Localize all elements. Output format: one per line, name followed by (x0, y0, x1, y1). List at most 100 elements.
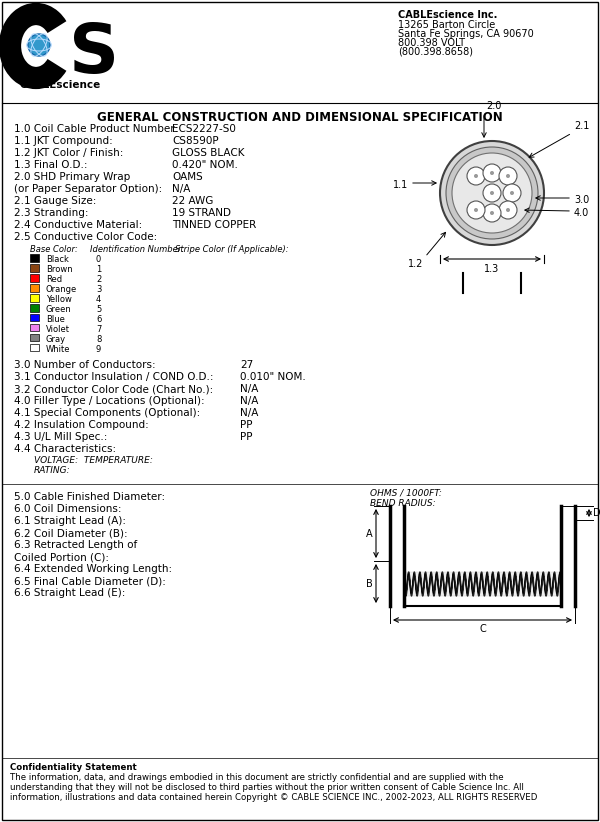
Text: Base Color:: Base Color: (30, 245, 78, 254)
Text: Orange: Orange (46, 284, 77, 293)
Text: The information, data, and drawings embodied in this document are strictly confi: The information, data, and drawings embo… (10, 773, 503, 782)
Text: PP: PP (240, 420, 253, 430)
Bar (30, 334, 39, 341)
Circle shape (490, 211, 494, 215)
Text: 4.2 Insulation Compound:: 4.2 Insulation Compound: (14, 420, 149, 430)
Text: CABLEscience Inc.: CABLEscience Inc. (398, 10, 497, 20)
Text: Brown: Brown (46, 265, 73, 274)
Circle shape (499, 201, 517, 219)
Circle shape (483, 204, 501, 222)
Text: 800.398 VOLT: 800.398 VOLT (398, 38, 465, 48)
Circle shape (503, 184, 521, 202)
Text: ECS2227-S0: ECS2227-S0 (172, 124, 236, 134)
Text: 0.010" NOM.: 0.010" NOM. (240, 372, 306, 382)
Circle shape (510, 191, 514, 195)
Text: 4.1 Special Components (Optional):: 4.1 Special Components (Optional): (14, 408, 200, 418)
Bar (30, 294, 39, 302)
Circle shape (467, 201, 485, 219)
Text: information, illustrations and data contained herein Copyright © CABLE SCIENCE I: information, illustrations and data cont… (10, 793, 538, 802)
Text: Yellow: Yellow (46, 294, 72, 303)
Text: 1.3 Final O.D.:: 1.3 Final O.D.: (14, 160, 88, 170)
Bar (30, 304, 39, 312)
Circle shape (474, 174, 478, 178)
Text: 3.0 Number of Conductors:: 3.0 Number of Conductors: (14, 360, 155, 370)
Text: 5.0 Cable Finished Diameter:: 5.0 Cable Finished Diameter: (14, 492, 165, 502)
Text: 19 STRAND: 19 STRAND (172, 208, 231, 218)
Circle shape (506, 208, 510, 212)
Text: BEND RADIUS:: BEND RADIUS: (370, 499, 436, 508)
Bar (30, 324, 39, 331)
Circle shape (499, 167, 517, 185)
Text: 2.1: 2.1 (574, 121, 589, 131)
Text: 2.5 Conductive Color Code:: 2.5 Conductive Color Code: (14, 232, 157, 242)
Text: 1.2: 1.2 (407, 259, 423, 269)
Text: 27: 27 (240, 360, 253, 370)
Text: Coiled Portion (C):: Coiled Portion (C): (14, 552, 109, 562)
Text: OAMS: OAMS (172, 172, 203, 182)
Text: 22 AWG: 22 AWG (172, 196, 214, 206)
Text: 6.0 Coil Dimensions:: 6.0 Coil Dimensions: (14, 504, 121, 514)
Text: 3.1 Conductor Insulation / COND O.D.:: 3.1 Conductor Insulation / COND O.D.: (14, 372, 214, 382)
Circle shape (483, 164, 501, 182)
Text: Green: Green (46, 304, 72, 313)
Text: OHMS / 1000FT:: OHMS / 1000FT: (370, 488, 442, 497)
Text: 1: 1 (96, 265, 101, 274)
Text: Blue: Blue (46, 315, 65, 324)
Text: N/A: N/A (240, 396, 259, 406)
Text: 6.4 Extended Working Length:: 6.4 Extended Working Length: (14, 564, 172, 574)
Text: 4.3 U/L Mill Spec.:: 4.3 U/L Mill Spec.: (14, 432, 107, 442)
Text: 6.3 Retracted Length of: 6.3 Retracted Length of (14, 540, 137, 550)
Text: 1.0 Coil Cable Product Number:: 1.0 Coil Cable Product Number: (14, 124, 178, 134)
Text: 6.2 Coil Diameter (B):: 6.2 Coil Diameter (B): (14, 528, 128, 538)
Text: B: B (366, 579, 373, 589)
Text: 7: 7 (96, 325, 101, 334)
Bar (30, 314, 39, 321)
Text: Red: Red (46, 275, 62, 284)
Text: White: White (46, 344, 71, 353)
Text: 9: 9 (96, 344, 101, 353)
Text: 3.2 Conductor Color Code (Chart No.):: 3.2 Conductor Color Code (Chart No.): (14, 384, 213, 394)
Bar (30, 264, 39, 271)
Circle shape (490, 191, 494, 195)
Text: Identification Number:: Identification Number: (90, 245, 184, 254)
Text: 4.4 Characteristics:: 4.4 Characteristics: (14, 444, 116, 454)
Text: Santa Fe Springs, CA 90670: Santa Fe Springs, CA 90670 (398, 29, 534, 39)
Text: (or Paper Separator Option):: (or Paper Separator Option): (14, 184, 162, 194)
Text: GENERAL CONSTRUCTION AND DIMENSIONAL SPECIFICATION: GENERAL CONSTRUCTION AND DIMENSIONAL SPE… (97, 111, 503, 124)
Text: D: D (593, 508, 600, 518)
Text: CS8590P: CS8590P (172, 136, 218, 146)
Text: Black: Black (46, 255, 69, 264)
Text: A: A (367, 529, 373, 538)
Circle shape (446, 147, 538, 239)
Text: Stripe Color (If Applicable):: Stripe Color (If Applicable): (175, 245, 289, 254)
Bar (30, 274, 39, 281)
Circle shape (440, 141, 544, 245)
Text: 6: 6 (96, 315, 101, 324)
Text: 6.6 Straight Lead (E):: 6.6 Straight Lead (E): (14, 588, 125, 598)
Text: 2.1 Gauge Size:: 2.1 Gauge Size: (14, 196, 97, 206)
Bar (30, 254, 39, 261)
Circle shape (467, 167, 485, 185)
Bar (30, 344, 39, 352)
Text: 0.420" NOM.: 0.420" NOM. (172, 160, 238, 170)
Text: N/A: N/A (172, 184, 190, 194)
Text: 1.1: 1.1 (393, 180, 408, 190)
Text: C: C (479, 624, 486, 634)
Text: 6.1 Straight Lead (A):: 6.1 Straight Lead (A): (14, 516, 126, 526)
Text: 3: 3 (96, 284, 101, 293)
Text: PP: PP (240, 432, 253, 442)
Text: 6.5 Final Cable Diameter (D):: 6.5 Final Cable Diameter (D): (14, 576, 166, 586)
Bar (30, 284, 39, 292)
Circle shape (452, 153, 532, 233)
Text: 2.0: 2.0 (486, 101, 502, 111)
Circle shape (28, 34, 50, 56)
Circle shape (483, 184, 501, 202)
Text: 3.0: 3.0 (574, 195, 589, 205)
Text: 4.0: 4.0 (574, 208, 589, 218)
Text: VOLTAGE:  TEMPERATURE:: VOLTAGE: TEMPERATURE: (34, 456, 153, 465)
Text: 13265 Barton Circle: 13265 Barton Circle (398, 20, 495, 30)
Text: 2.4 Conductive Material:: 2.4 Conductive Material: (14, 220, 142, 230)
Text: (800.398.8658): (800.398.8658) (398, 47, 473, 57)
Text: N/A: N/A (240, 408, 259, 418)
Text: Gray: Gray (46, 335, 66, 344)
